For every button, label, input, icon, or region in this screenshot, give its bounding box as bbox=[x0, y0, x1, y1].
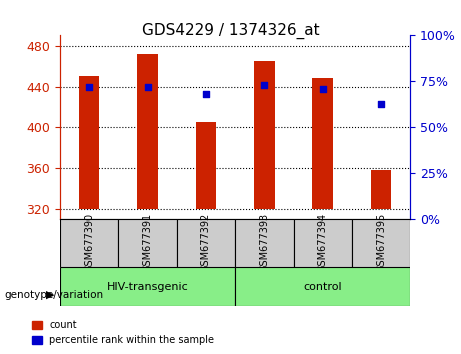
Legend: count, percentile rank within the sample: count, percentile rank within the sample bbox=[28, 316, 218, 349]
Bar bbox=[79, 76, 100, 209]
Text: GDS4229 / 1374326_at: GDS4229 / 1374326_at bbox=[142, 23, 319, 39]
Bar bbox=[195, 122, 216, 209]
Point bbox=[378, 101, 385, 106]
Bar bbox=[313, 78, 333, 209]
FancyBboxPatch shape bbox=[294, 219, 352, 267]
Bar bbox=[371, 170, 391, 209]
FancyBboxPatch shape bbox=[60, 267, 235, 306]
FancyBboxPatch shape bbox=[177, 219, 235, 267]
Point bbox=[260, 82, 268, 88]
Point bbox=[319, 86, 326, 92]
Text: ▶: ▶ bbox=[46, 290, 54, 299]
Text: GSM677395: GSM677395 bbox=[376, 213, 386, 272]
Bar bbox=[254, 61, 275, 209]
Text: HIV-transgenic: HIV-transgenic bbox=[106, 282, 189, 292]
Text: GSM677390: GSM677390 bbox=[84, 213, 94, 272]
FancyBboxPatch shape bbox=[118, 219, 177, 267]
FancyBboxPatch shape bbox=[235, 267, 410, 306]
FancyBboxPatch shape bbox=[235, 219, 294, 267]
Point bbox=[144, 84, 151, 90]
FancyBboxPatch shape bbox=[60, 219, 118, 267]
Text: GSM677393: GSM677393 bbox=[259, 213, 269, 272]
Point bbox=[202, 91, 210, 97]
Text: GSM677392: GSM677392 bbox=[201, 213, 211, 272]
Text: GSM677394: GSM677394 bbox=[318, 213, 328, 272]
Text: genotype/variation: genotype/variation bbox=[5, 290, 104, 299]
Text: GSM677391: GSM677391 bbox=[142, 213, 153, 272]
Text: control: control bbox=[303, 282, 342, 292]
FancyBboxPatch shape bbox=[352, 219, 410, 267]
Bar bbox=[137, 54, 158, 209]
Point bbox=[85, 84, 93, 90]
